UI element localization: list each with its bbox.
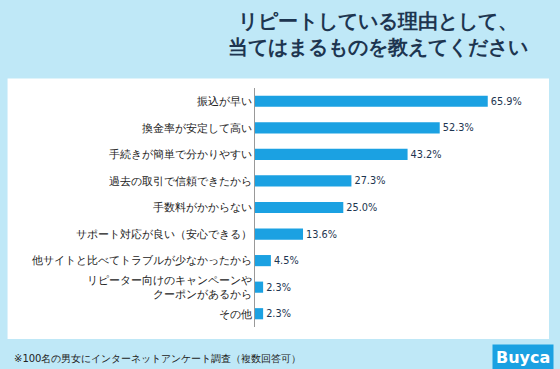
- svg-text:65.9%: 65.9%: [491, 96, 522, 107]
- svg-text:43.2%: 43.2%: [411, 149, 442, 160]
- svg-text:その他: その他: [219, 308, 252, 321]
- svg-text:振込が早い: 振込が早い: [197, 95, 252, 108]
- svg-text:他サイトと比べてトラブルが少なかったから: 他サイトと比べてトラブルが少なかったから: [32, 254, 252, 267]
- svg-text:手数料がかからない: 手数料がかからない: [153, 201, 252, 214]
- svg-text:25.0%: 25.0%: [346, 202, 377, 213]
- svg-text:13.6%: 13.6%: [306, 229, 337, 240]
- svg-text:手続きが簡単で分かりやすい: 手続きが簡単で分かりやすい: [109, 148, 252, 161]
- svg-text:2.3%: 2.3%: [266, 308, 291, 319]
- svg-text:リピートしている理由として、当てはまるものを教えてください: リピートしている理由として、当てはまるものを教えてください: [228, 9, 528, 59]
- svg-text:過去の取引で信頼できたから: 過去の取引で信頼できたから: [109, 175, 252, 188]
- svg-text:Buyca: Buyca: [496, 348, 550, 367]
- svg-text:リピーター向けのキャンペーンやクーポンがあるから: リピーター向けのキャンペーンやクーポンがあるから: [87, 274, 252, 301]
- svg-text:換金率が安定して高い: 換金率が安定して高い: [142, 122, 252, 135]
- svg-text:27.3%: 27.3%: [354, 175, 385, 186]
- svg-text:52.3%: 52.3%: [443, 122, 474, 133]
- svg-text:サポート対応が良い（安心できる）: サポート対応が良い（安心できる）: [76, 228, 252, 241]
- svg-text:2.3%: 2.3%: [266, 282, 291, 293]
- svg-text:4.5%: 4.5%: [274, 255, 299, 266]
- svg-text:※100名の男女にインターネットアンケート調査（複数回答可）: ※100名の男女にインターネットアンケート調査（複数回答可）: [14, 353, 301, 364]
